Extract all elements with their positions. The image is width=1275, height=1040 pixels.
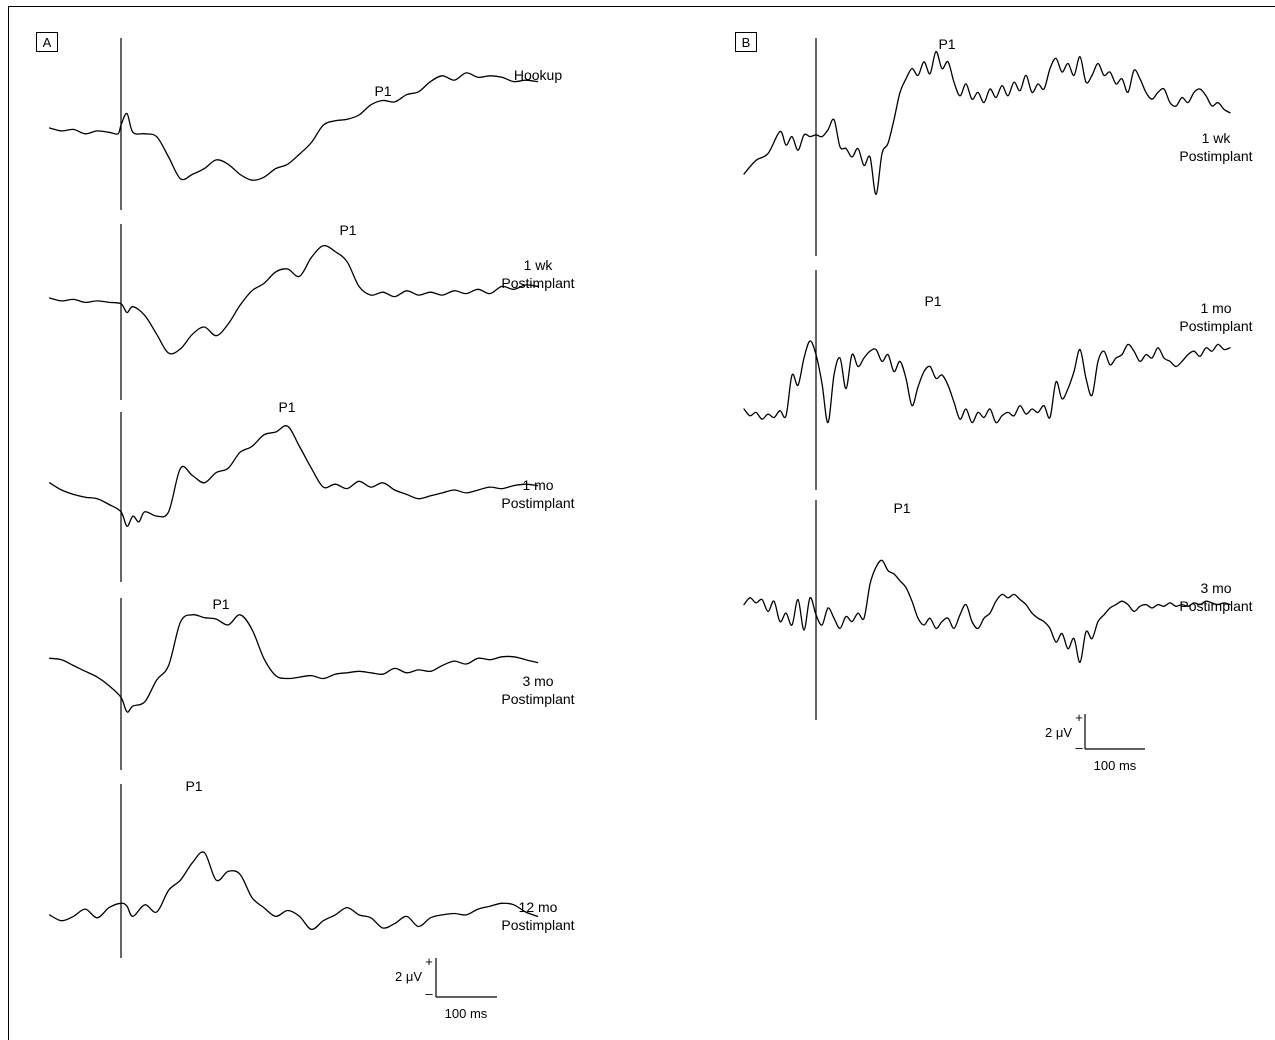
condition-label: 3 mo xyxy=(522,673,553,689)
p1-peak-label: P1 xyxy=(339,222,356,238)
panel-a-letter-box xyxy=(36,32,58,52)
condition-label: 1 mo xyxy=(1200,300,1231,316)
panel-a-trace-hookup xyxy=(48,72,539,181)
p1-peak-label: P1 xyxy=(212,596,229,612)
scale-bar-plus: + xyxy=(1075,710,1083,725)
panel-a-scale-bar: + 2 μV – 100 ms xyxy=(395,954,497,1021)
scale-bar-minus: – xyxy=(425,986,433,1001)
condition-label: Postimplant xyxy=(501,691,574,707)
condition-label: Postimplant xyxy=(1179,148,1252,164)
condition-label: 1 wk xyxy=(524,257,554,273)
panel-a-trace-12mo xyxy=(48,851,539,931)
panel-a-trace-3mo xyxy=(48,614,539,713)
panel-a-letter: A xyxy=(43,35,52,50)
condition-label: Hookup xyxy=(514,67,562,83)
condition-label: Postimplant xyxy=(1179,318,1252,334)
panel-a-trace-1wk xyxy=(48,245,539,355)
condition-label: 1 wk xyxy=(1202,130,1232,146)
condition-label: Postimplant xyxy=(1179,598,1252,614)
p1-peak-label: P1 xyxy=(374,83,391,99)
panel-b: B P1 P1 P1 1 wk Postimplant 1 mo Postimp… xyxy=(735,32,1253,773)
scale-bar-amplitude: 2 μV xyxy=(1045,725,1072,740)
panel-a: A P1 P1 P1 P1 P1 Hookup 1 wk Postimplant… xyxy=(36,32,575,1021)
condition-label: Postimplant xyxy=(501,495,574,511)
p1-peak-label: P1 xyxy=(893,500,910,516)
p1-peak-label: P1 xyxy=(185,778,202,794)
panel-b-trace-1wk xyxy=(743,50,1231,196)
scale-bar-time: 100 ms xyxy=(445,1006,488,1021)
p1-peak-label: P1 xyxy=(938,36,955,52)
panel-b-letter: B xyxy=(742,35,751,50)
condition-label: 12 mo xyxy=(519,899,558,915)
panel-b-trace-3mo xyxy=(743,559,1231,664)
panel-b-letter-box xyxy=(735,32,757,52)
scale-bar-amplitude: 2 μV xyxy=(395,969,422,984)
scale-bar-time: 100 ms xyxy=(1094,758,1137,773)
condition-label: Postimplant xyxy=(501,917,574,933)
condition-label: 3 mo xyxy=(1200,580,1231,596)
figure-frame xyxy=(8,6,1275,1040)
p1-peak-label: P1 xyxy=(924,293,941,309)
scale-bar-minus: – xyxy=(1075,740,1083,755)
panel-a-trace-1mo xyxy=(48,425,539,527)
panel-b-trace-1mo xyxy=(743,340,1231,424)
p1-peak-label: P1 xyxy=(278,399,295,415)
panel-b-scale-bar: + 2 μV – 100 ms xyxy=(1045,710,1145,773)
scale-bar-plus: + xyxy=(425,954,433,969)
condition-label: 1 mo xyxy=(522,477,553,493)
condition-label: Postimplant xyxy=(501,275,574,291)
